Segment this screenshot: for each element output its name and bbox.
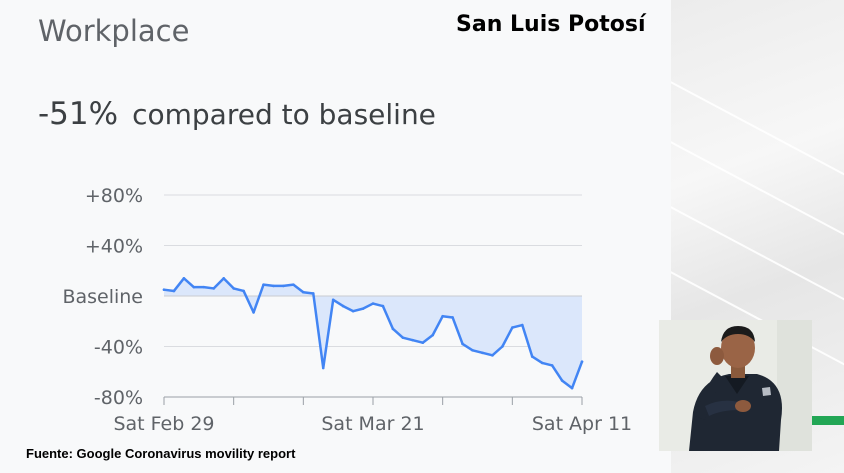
data-point — [272, 284, 275, 288]
data-point — [162, 288, 166, 291]
data-point — [461, 342, 464, 346]
data-point — [411, 338, 415, 342]
data-point — [580, 360, 584, 363]
data-point — [192, 285, 196, 289]
area-fill — [164, 278, 582, 389]
data-point — [560, 379, 564, 382]
data-point — [232, 287, 235, 290]
data-point — [421, 341, 425, 345]
metric-title: Workplace — [38, 14, 190, 48]
data-point — [401, 336, 405, 339]
data-point — [351, 309, 355, 313]
y-tick-label: -40% — [94, 337, 143, 359]
change-text: compared to baseline — [132, 98, 436, 131]
change-value: -51% — [38, 96, 119, 132]
data-point — [172, 289, 176, 293]
data-point — [381, 304, 385, 308]
y-tick-label: +40% — [85, 236, 143, 258]
x-tick-label: Sat Apr 11 — [532, 413, 632, 435]
data-point — [361, 307, 365, 310]
data-point — [520, 323, 524, 327]
region-name: San Luis Potosí — [456, 12, 646, 37]
background-stripe — [671, 60, 844, 184]
data-point — [371, 302, 375, 305]
data-point — [441, 314, 444, 318]
background-stripe — [671, 185, 844, 309]
data-point — [252, 311, 255, 314]
y-tick-label: Baseline — [62, 286, 143, 308]
y-tick-label: +80% — [85, 185, 143, 207]
x-tick-label: Sat Mar 21 — [321, 413, 424, 435]
y-tick-label: -80% — [94, 387, 143, 409]
data-point — [182, 277, 186, 280]
interpreter-figure — [659, 320, 812, 451]
data-point — [331, 298, 335, 302]
data-point — [341, 304, 345, 308]
data-point — [540, 361, 544, 365]
x-tick-label: Sat Feb 29 — [113, 413, 214, 435]
background-stripe — [671, 120, 844, 244]
data-point — [292, 283, 295, 286]
data-point — [242, 289, 245, 293]
data-point — [391, 327, 395, 331]
data-point — [491, 354, 494, 357]
data-point — [451, 316, 454, 319]
data-point — [302, 290, 305, 294]
data-point — [501, 345, 504, 348]
sign-language-interpreter — [659, 320, 812, 451]
data-point — [550, 364, 554, 367]
data-point — [530, 355, 534, 358]
chart-card: Workplace -51% compared to baseline +80% +… — [26, 14, 633, 461]
data-point — [570, 386, 574, 390]
data-point — [511, 326, 514, 329]
data-point — [202, 285, 206, 289]
data-point — [311, 292, 315, 295]
data-point — [282, 284, 285, 288]
data-point — [321, 366, 325, 370]
green-accent-bar — [812, 416, 844, 425]
data-point — [222, 277, 226, 280]
source-note: Fuente: Google Coronavirus movility repo… — [26, 446, 296, 461]
change-summary: -51% compared to baseline — [38, 96, 436, 132]
data-point — [431, 333, 435, 337]
data-point — [262, 283, 265, 286]
mobility-chart: +80% +40% Baseline -40% -80% Sat Feb 29 Sat Ma… — [62, 185, 632, 435]
data-point — [471, 348, 474, 352]
data-point — [481, 351, 484, 355]
data-point — [212, 287, 216, 290]
